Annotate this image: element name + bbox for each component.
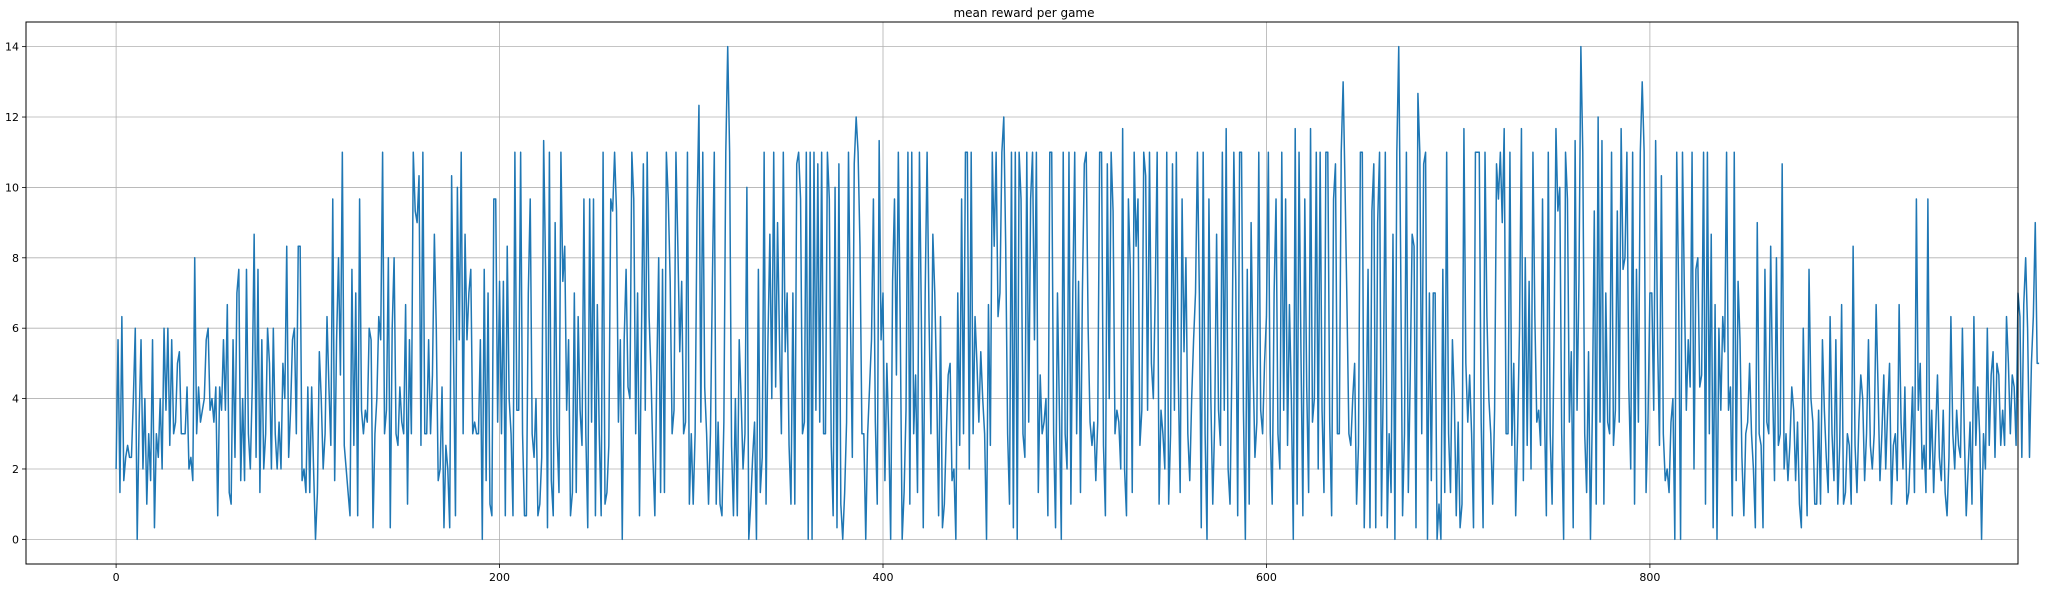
x-tick-label: 400 xyxy=(873,571,894,584)
y-tick-label: 14 xyxy=(5,41,19,54)
x-tick-label: 600 xyxy=(1256,571,1277,584)
ticks: 0 200 400 600 800 0 2 4 6 8 10 12 14 xyxy=(5,41,1660,584)
y-tick-label: 4 xyxy=(12,393,19,406)
y-tick-label: 8 xyxy=(12,252,19,265)
y-tick-label: 6 xyxy=(12,322,19,335)
y-tick-label: 2 xyxy=(12,463,19,476)
plot-frame xyxy=(25,21,2019,565)
y-tick-label: 12 xyxy=(5,111,19,124)
series-line xyxy=(115,45,2040,541)
series-layer xyxy=(115,45,2040,541)
y-tick-label: 0 xyxy=(12,533,19,546)
y-tick-label: 10 xyxy=(5,181,19,194)
chart-title: mean reward per game xyxy=(953,6,1094,20)
x-tick-label: 200 xyxy=(489,571,510,584)
x-tick-label: 0 xyxy=(113,571,120,584)
x-tick-label: 800 xyxy=(1639,571,1660,584)
